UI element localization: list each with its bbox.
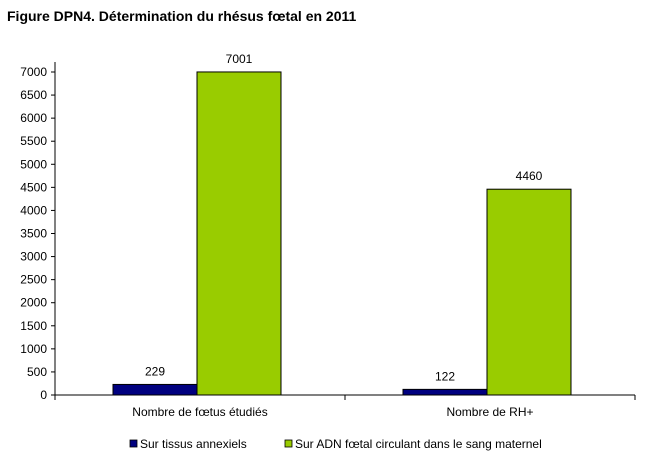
y-tick-label: 500	[27, 365, 47, 379]
data-label: 122	[435, 369, 455, 383]
bar	[402, 388, 488, 396]
y-tick-label: 2000	[20, 296, 47, 310]
y-tick-label: 4000	[20, 203, 47, 217]
legend-swatch	[284, 439, 293, 448]
bar	[196, 71, 282, 396]
data-labels: 229 7001 122 4460	[145, 52, 543, 383]
y-tick-label: 3000	[20, 250, 47, 264]
y-tick-label: 3500	[20, 227, 47, 241]
y-tick-label: 5000	[20, 157, 47, 171]
bar	[112, 383, 198, 396]
y-tick-label: 1000	[20, 342, 47, 356]
legend-label: Sur ADN fœtal circulant dans le sang mat…	[295, 437, 542, 451]
legend-label: Sur tissus annexiels	[140, 437, 247, 451]
data-label: 229	[145, 364, 165, 378]
data-label: 7001	[226, 52, 253, 66]
y-tick-label: 4500	[20, 180, 47, 194]
y-tick-label: 0	[40, 388, 47, 402]
chart-title: Figure DPN4. Détermination du rhésus fœt…	[7, 8, 357, 24]
data-label: 4460	[516, 169, 543, 183]
axes: 0 500 1000 1500 2000 2500 3000 3500 4000 4500 5000…	[20, 62, 636, 419]
y-tick-label: 6000	[20, 111, 47, 125]
y-tick-label: 1500	[20, 319, 47, 333]
x-tick-label: Nombre de RH+	[446, 405, 533, 419]
bars	[112, 71, 572, 396]
y-tick-label: 7000	[20, 65, 47, 79]
legend: Sur tissus annexiels Sur ADN fœtal circul…	[129, 437, 542, 451]
y-tick-label: 6500	[20, 88, 47, 102]
bar	[486, 188, 572, 396]
x-tick-label: Nombre de fœtus étudiés	[132, 405, 267, 419]
y-tick-label: 5500	[20, 134, 47, 148]
y-tick-label: 2500	[20, 273, 47, 287]
legend-swatch	[129, 439, 138, 448]
